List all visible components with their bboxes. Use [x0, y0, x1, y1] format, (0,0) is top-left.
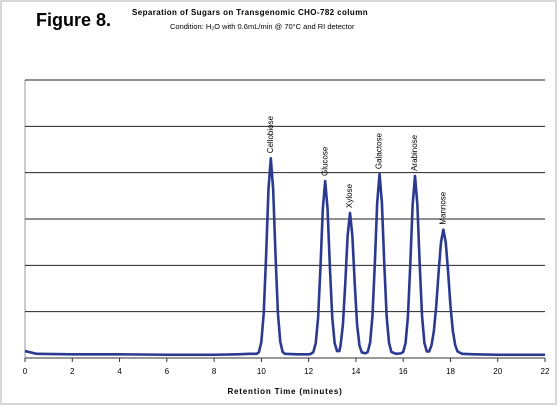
chart-title: Separation of Sugars on Transgenomic CHO… — [132, 8, 368, 17]
peak-label: Galactose — [375, 132, 384, 169]
peak-label: Arabinose — [410, 134, 419, 171]
x-tick-label: 10 — [257, 367, 266, 376]
peak-label: Mannose — [438, 191, 447, 224]
x-axis-label: Retention Time (minutes) — [227, 387, 342, 396]
x-tick-label: 4 — [117, 367, 122, 376]
x-tick-label: 2 — [70, 367, 75, 376]
x-tick-label: 18 — [446, 367, 455, 376]
peak-label: Cellobiose — [266, 115, 275, 153]
x-tick-label: 22 — [541, 367, 550, 376]
x-tick-label: 8 — [212, 367, 217, 376]
x-tick-label: 14 — [351, 367, 360, 376]
x-tick-label: 6 — [165, 367, 170, 376]
chart-subtitle: Condition: H₂O with 0.6mL/min @ 70°C and… — [170, 22, 355, 31]
chromatogram-line — [24, 157, 545, 357]
x-tick-label: 12 — [304, 367, 313, 376]
x-tick-label: 16 — [399, 367, 408, 376]
peak-label: Glucose — [320, 146, 329, 176]
x-tick-label: 0 — [23, 367, 28, 376]
figure-label: Figure 8. — [36, 10, 111, 30]
peak-label: Xylose — [345, 183, 354, 208]
x-tick-label: 20 — [493, 367, 502, 376]
